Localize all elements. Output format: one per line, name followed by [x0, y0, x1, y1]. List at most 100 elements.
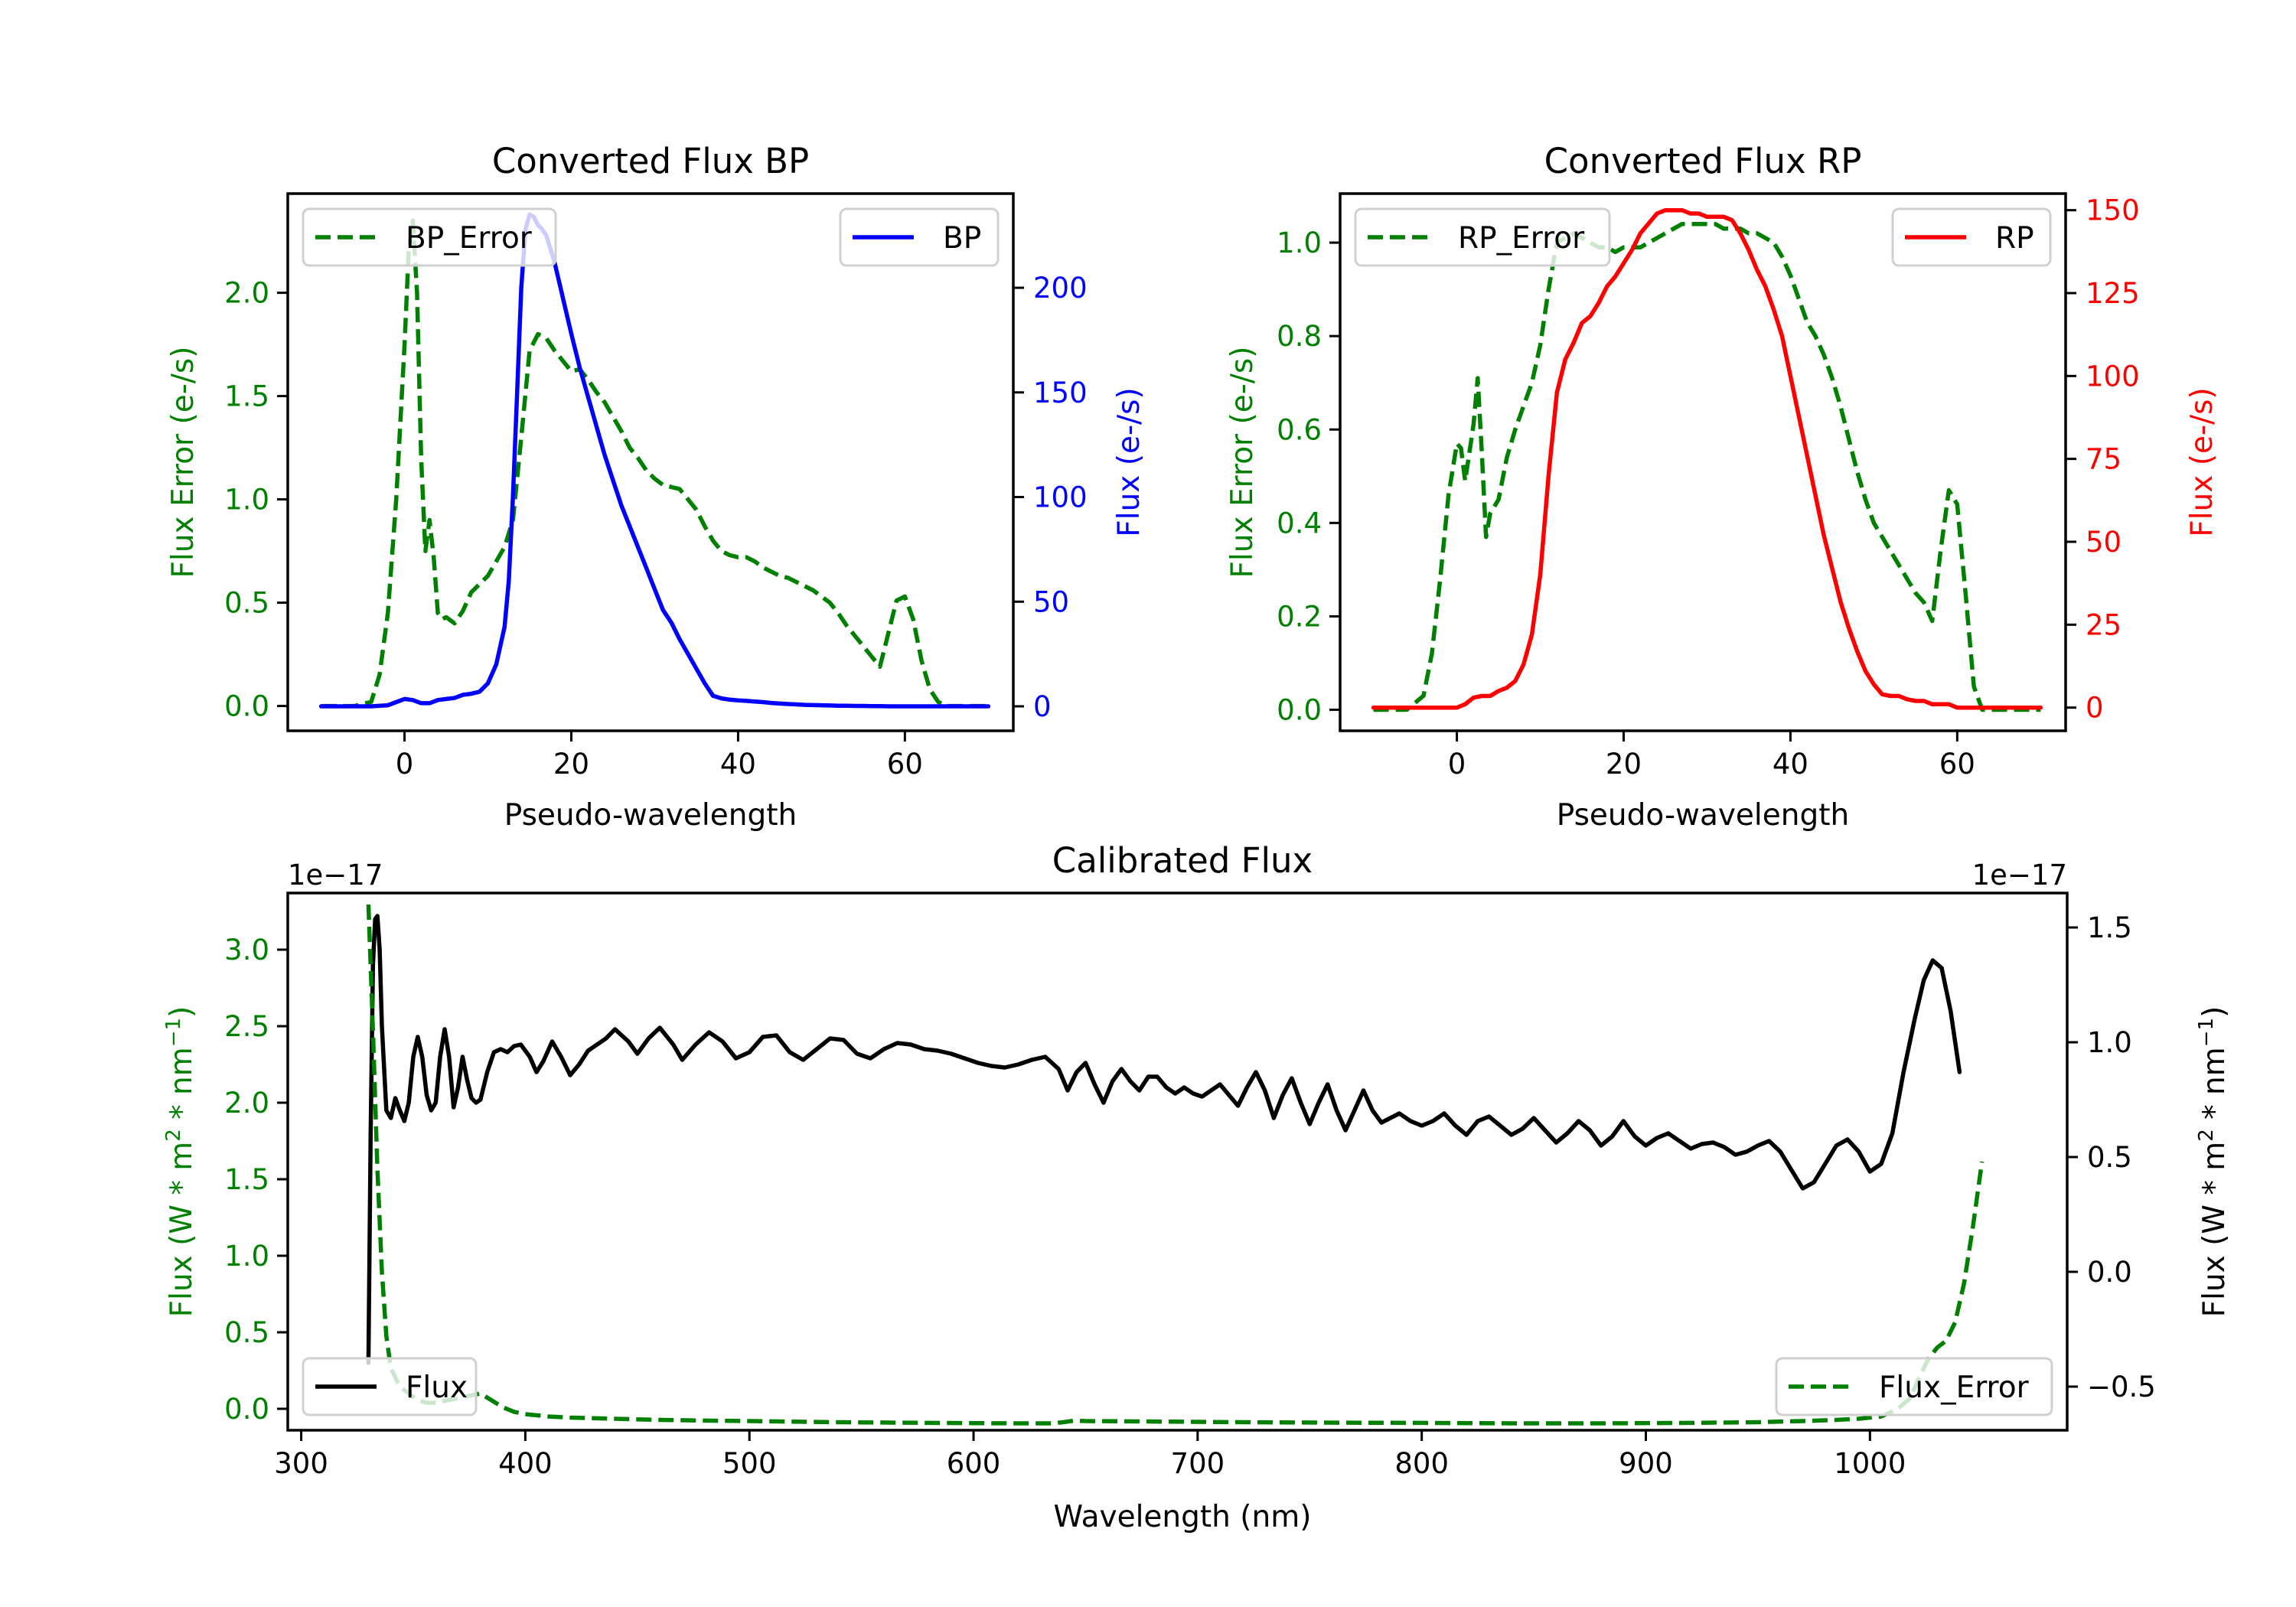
legend-label: RP_Error	[1458, 221, 1585, 256]
legend-label: Flux	[406, 1371, 468, 1405]
cal-ytick-label-left: 2.0	[224, 1087, 269, 1120]
bp-ytick-label-left: 1.0	[224, 484, 269, 517]
rp-series-rp-error	[1373, 221, 2041, 712]
bp-ytick-label-right: 50	[1033, 585, 1069, 618]
bp-ylabel-right: Flux (e-/s)	[1112, 387, 1146, 536]
rp-ytick-label-left: 0.4	[1277, 507, 1322, 539]
bp-ytick-label-right: 0	[1033, 690, 1052, 723]
rp-ytick-label-right: 25	[2086, 608, 2122, 641]
rp-xtick-label: 20	[1606, 748, 1642, 781]
rp-legend-rp: RP	[1891, 207, 2052, 267]
rp-ytick-label-right: 150	[2086, 194, 2140, 227]
bp-xtick-label: 60	[887, 748, 923, 781]
legend-box	[302, 207, 557, 267]
legend-label: BP_Error	[406, 221, 533, 256]
cal-ylabel-left: Flux (W * m2 * nm−1)	[162, 1006, 199, 1318]
rp-ytick-label-left: 0.6	[1277, 413, 1322, 446]
rp-xtick-label: 60	[1939, 748, 1975, 781]
cal-offset-left: 1e−17	[288, 859, 383, 892]
bp-ytick-label-left: 1.5	[224, 380, 269, 413]
cal-xtick-label: 400	[498, 1447, 553, 1480]
rp-xtick-label: 0	[1448, 748, 1466, 781]
rp-ytick-label-right: 100	[2086, 360, 2140, 393]
rp-ytick-label-right: 75	[2086, 443, 2122, 476]
legend-label: Flux_Error	[1879, 1371, 2030, 1405]
bp-ylabel-left: Flux Error (e-/s)	[166, 347, 201, 579]
cal-ytick-label-left: 1.5	[224, 1163, 269, 1196]
bp-xtick-label: 20	[553, 748, 589, 781]
bp-ytick-label-left: 0.5	[224, 587, 269, 620]
cal-xtick-label: 700	[1171, 1447, 1225, 1480]
bp-ytick-label-right: 150	[1033, 376, 1088, 409]
bp-legend-bp-error: BP_Error	[302, 207, 557, 267]
cal-xtick-label: 500	[722, 1447, 777, 1480]
cal-xtick-label: 600	[947, 1447, 1001, 1480]
cal-ytick-label-left: 3.0	[224, 934, 269, 966]
legend-box	[302, 1357, 478, 1416]
cal-ytick-label-right: 0.0	[2087, 1256, 2132, 1289]
legend-label: RP	[1995, 221, 2034, 256]
bp-plot-area: 0 20 40 60 0.0 0.5 1.0 1.5 2.0 0 50 100 150 200 BP_Err…	[224, 192, 1088, 781]
rp-ylabel-right: Flux (e-/s)	[2185, 387, 2219, 536]
cal-series-flux	[366, 914, 1962, 1365]
rp-xlabel: Pseudo-wavelength	[1557, 798, 1849, 833]
cal-xlabel: Wavelength (nm)	[1054, 1500, 1312, 1534]
cal-ytick-label-left: 1.0	[224, 1240, 269, 1273]
bp-xtick-label: 40	[720, 748, 756, 781]
bp-legend-bp: BP	[839, 207, 1000, 267]
rp-legend-rp-error: RP_Error	[1354, 207, 1611, 267]
rp-ytick-label-left: 0.2	[1277, 600, 1322, 633]
bp-ytick-label-right: 200	[1033, 272, 1088, 305]
cal-ytick-label-left: 0.0	[224, 1393, 269, 1426]
rp-ytick-label-left: 1.0	[1277, 227, 1322, 259]
bp-xtick-label: 0	[396, 748, 414, 781]
bp-xlabel: Pseudo-wavelength	[504, 798, 797, 833]
legend-box	[1775, 1357, 2053, 1416]
cal-plot-area: 300 400 500 600 700 800 900 1000 0.0 0.5 1.0 1.5 2.0…	[224, 892, 2156, 1480]
cal-offset-right: 1e−17	[1972, 859, 2067, 892]
rp-title: Converted Flux RP	[1544, 141, 1862, 181]
bp-series-bp-error	[321, 218, 989, 709]
cal-ytick-label-right: 1.5	[2087, 911, 2132, 944]
legend-box	[839, 207, 1000, 267]
rp-ylabel-left: Flux Error (e-/s)	[1225, 347, 1260, 579]
cal-ytick-label-right: 0.5	[2087, 1141, 2132, 1174]
bp-ytick-label-right: 100	[1033, 481, 1088, 514]
bp-axes-frame	[286, 192, 1015, 732]
bp-series-bp	[318, 212, 991, 709]
cal-axes-frame	[286, 892, 2069, 1432]
rp-ytick-label-left: 0.8	[1277, 320, 1322, 353]
cal-xtick-label: 900	[1619, 1447, 1673, 1480]
rp-plot-area: 0 20 40 60 0.0 0.2 0.4 0.6 0.8 1.0 0 25 50 75 100 125 15…	[1277, 192, 2140, 781]
cal-ytick-label-left: 0.5	[224, 1316, 269, 1349]
bp-series-group	[318, 212, 991, 709]
cal-ytick-label-right: 1.0	[2087, 1026, 2132, 1059]
rp-ytick-label-left: 0.0	[1277, 694, 1322, 727]
bp-ytick-label-left: 2.0	[224, 277, 269, 310]
cal-series-flux-error	[366, 904, 1985, 1426]
panel-converted-flux-rp: Converted Flux RP 0 20 40 60 0.0 0.2 0.4 0.6 0.8…	[1225, 141, 2219, 833]
rp-xtick-label: 40	[1773, 748, 1808, 781]
rp-series-rp	[1371, 207, 2043, 710]
rp-ytick-label-right: 50	[2086, 526, 2122, 559]
cal-legend-flux: Flux	[302, 1357, 478, 1416]
cal-ytick-label-right: −0.5	[2087, 1371, 2156, 1403]
legend-box	[1354, 207, 1611, 267]
rp-axes-frame	[1339, 192, 2067, 732]
rp-ytick-label-right: 125	[2086, 277, 2140, 310]
bp-title: Converted Flux BP	[492, 141, 809, 181]
cal-xtick-label: 1000	[1834, 1447, 1906, 1480]
legend-box	[1891, 207, 2052, 267]
legend-label: BP	[943, 221, 981, 256]
cal-ytick-label-left: 2.5	[224, 1010, 269, 1043]
panel-converted-flux-bp: Converted Flux BP 0 20 40 60 0.0 0.5 1.0 1.5 2.0…	[166, 141, 1146, 833]
bp-ytick-label-left: 0.0	[224, 690, 269, 723]
panel-calibrated-flux: Calibrated Flux 300 400 500 600 700 800 900 100…	[162, 840, 2232, 1534]
cal-series-group	[366, 904, 1985, 1426]
cal-ylabel-right: Flux (W * m2 * nm−1)	[2195, 1006, 2232, 1318]
cal-title: Calibrated Flux	[1052, 840, 1313, 881]
rp-ytick-label-right: 0	[2086, 692, 2104, 725]
cal-xtick-label: 800	[1394, 1447, 1449, 1480]
cal-xtick-label: 300	[274, 1447, 328, 1480]
